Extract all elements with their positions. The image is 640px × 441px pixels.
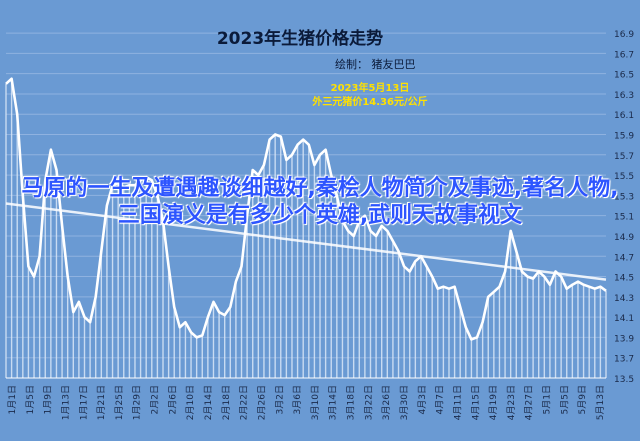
x-tick-label: 2月14日 (203, 385, 214, 420)
x-tick-label: 1月9日 (43, 385, 54, 414)
x-tick-label: 5月5日 (559, 385, 570, 414)
x-tick-label: 5月9日 (577, 385, 588, 414)
y-tick-label: 14.9 (614, 233, 634, 243)
x-tick-label: 3月18日 (346, 385, 357, 420)
x-tick-label: 1月13日 (61, 385, 72, 420)
y-tick-label: 13.5 (614, 375, 634, 385)
y-tick-label: 15.1 (614, 213, 634, 223)
value-bars (5, 78, 607, 378)
x-tick-label: 4月11日 (453, 385, 464, 420)
y-tick-label: 14.3 (614, 294, 634, 304)
x-tick-label: 3月10日 (310, 385, 321, 420)
x-tick-label: 3月30日 (399, 385, 410, 420)
y-tick-label: 14.1 (614, 314, 634, 324)
y-tick-label: 16.9 (614, 30, 634, 40)
x-tick-label: 2月2日 (150, 385, 161, 414)
x-tick-label: 1月5日 (25, 385, 36, 414)
x-tick-label: 2月10日 (185, 385, 196, 420)
y-tick-label: 16.5 (614, 71, 634, 81)
x-tick-label: 2月26日 (257, 385, 268, 420)
y-tick-label: 16.3 (614, 91, 634, 101)
y-tick-label: 15.3 (614, 192, 634, 202)
x-axis: 1月1日 1月5日 1月9日 1月13日 1月17日 1月21日 1月25日 1月29日 2月2… (6, 377, 606, 420)
y-axis: 16.9 16.7 16.5 16.3 16.1 15.9 15.7 15.5 15.3 15.1… (614, 30, 634, 385)
price-line (5, 77, 607, 341)
x-tick-label: 3月26日 (381, 385, 392, 420)
y-tick-label: 16.7 (614, 50, 634, 60)
y-tick-label: 13.7 (614, 355, 634, 365)
x-tick-label: 5月1日 (542, 385, 553, 414)
trend-line (5, 202, 607, 281)
y-tick-label: 14.5 (614, 274, 634, 284)
x-tick-label: 3月6日 (292, 385, 303, 414)
x-tick-label: 1月17日 (78, 385, 89, 420)
x-tick-label: 1月21日 (96, 385, 107, 420)
x-tick-label: 4月7日 (435, 385, 446, 414)
y-tick-label: 15.5 (614, 172, 634, 182)
x-tick-label: 2月6日 (167, 385, 178, 414)
x-tick-label: 4月23日 (506, 385, 517, 420)
y-tick-label: 13.9 (614, 334, 634, 344)
x-tick-label: 3月2日 (274, 385, 285, 414)
y-tick-label: 15.9 (614, 132, 634, 142)
x-tick-label: 3月14日 (328, 385, 339, 420)
x-tick-label: 1月29日 (132, 385, 143, 420)
x-tick-label: 3月22日 (363, 385, 374, 420)
x-tick-label: 5月13日 (595, 385, 606, 420)
y-tick-label: 14.7 (614, 253, 634, 263)
x-tick-label: 4月3日 (417, 385, 428, 414)
x-tick-label: 4月19日 (488, 385, 499, 420)
x-tick-label: 4月27日 (524, 385, 535, 420)
y-tick-label: 16.1 (614, 111, 634, 121)
price-area (5, 77, 607, 341)
x-tick-label: 1月1日 (7, 385, 18, 414)
y-tick-label: 15.7 (614, 152, 634, 162)
x-tick-label: 2月22日 (239, 385, 250, 420)
x-tick-label: 2月18日 (221, 385, 232, 420)
x-tick-label: 1月25日 (114, 385, 125, 420)
x-tick-label: 4月15日 (470, 385, 481, 420)
